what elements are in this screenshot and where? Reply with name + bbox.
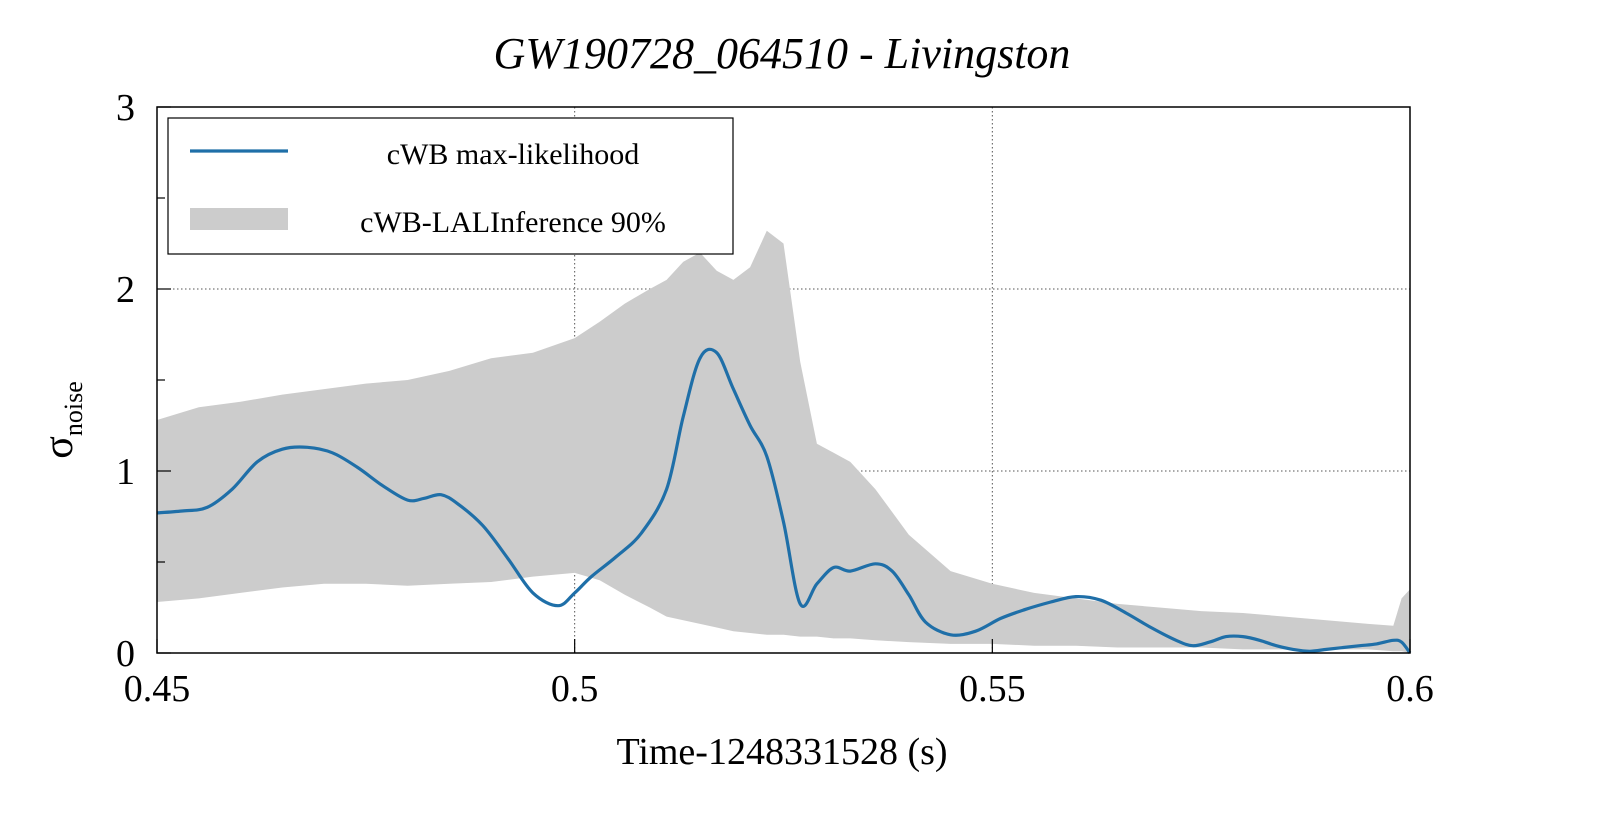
y-axis-label-main: σ (36, 436, 82, 459)
series-line-cwb-max-likelihood (156, 347, 1412, 654)
legend: cWB max-likelihood cWB-LALInference 90% (167, 117, 734, 255)
y-tick-label-1: 1 (116, 451, 135, 493)
y-axis-label: σnoise (36, 381, 88, 459)
x-axis-label: Time-1248331528 (s) (616, 731, 947, 773)
chart-title: GW190728_064510 - Livingston (494, 29, 1071, 78)
y-tick-label-3: 3 (116, 87, 135, 129)
axis-tick-labels: 0.45 0.5 0.55 0.6 0 1 2 3 (116, 87, 1434, 710)
x-tick-label-3: 0.6 (1386, 668, 1434, 710)
legend-label-line: cWB max-likelihood (387, 138, 639, 171)
y-tick-label-0: 0 (116, 633, 135, 675)
y-tick-label-2: 2 (116, 269, 135, 311)
axis-ticks (156, 106, 1411, 654)
legend-swatch-band (190, 208, 288, 230)
y-axis-label-sub: noise (59, 381, 88, 436)
legend-box (167, 117, 734, 255)
series-band-lalinference-90 (157, 230, 1410, 654)
x-tick-label-0: 0.45 (124, 668, 191, 710)
svg-text:σnoise: σnoise (36, 381, 88, 459)
legend-label-band: cWB-LALInference 90% (360, 206, 666, 239)
x-tick-label-2: 0.55 (959, 668, 1026, 710)
x-tick-label-1: 0.5 (551, 668, 599, 710)
